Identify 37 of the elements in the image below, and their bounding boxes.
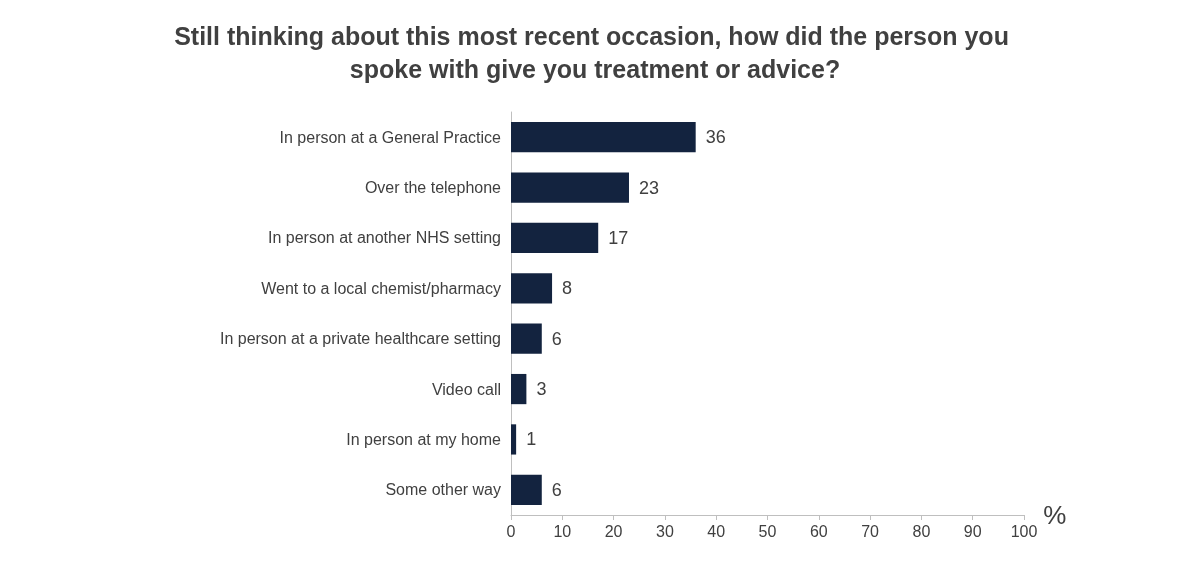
y-tick-label: In person at my home: [346, 430, 502, 448]
y-tick-label: Over the telephone: [364, 179, 502, 197]
data-label: 6: [551, 328, 562, 349]
data-label: 6: [551, 479, 562, 500]
bar: [511, 222, 599, 254]
y-tick-label: In person at another NHS setting: [267, 229, 501, 247]
data-label: 17: [608, 227, 629, 248]
y-tick-label: In person at a private healthcare setting: [219, 330, 501, 348]
bar: [511, 172, 629, 203]
chart-title: Still thinking about this most recent occasion, how did the person you spoke with give you treatment or advice?: [174, 21, 1016, 83]
bar: [511, 323, 542, 354]
x-tick-label: 30: [656, 522, 674, 540]
y-tick-label: Went to a local chemist/pharmacy: [261, 279, 501, 297]
x-tick-label: 80: [912, 522, 931, 540]
data-label: 1: [526, 429, 537, 450]
x-tick-label: 0: [506, 522, 516, 540]
x-tick-label: 40: [707, 522, 726, 540]
y-tick-label: In person at a General Practice: [279, 128, 502, 146]
data-label: 3: [536, 379, 547, 400]
bar: [511, 373, 527, 405]
x-tick-label: 60: [809, 522, 828, 540]
y-tick-label: Video call: [431, 380, 501, 398]
data-label: 8: [562, 278, 573, 299]
y-tick-label: Some other way: [385, 481, 501, 499]
x-axis-title: %: [1043, 500, 1067, 530]
x-tick-label: 10: [553, 522, 572, 540]
bar: [511, 424, 517, 455]
x-tick-label: 20: [604, 522, 623, 540]
data-label: 36: [705, 127, 726, 148]
bar: [511, 122, 696, 153]
bar: [511, 273, 553, 304]
x-tick-label: 100: [1010, 522, 1038, 540]
x-tick-label: 70: [861, 522, 880, 540]
data-label: 23: [638, 177, 660, 198]
bar: [511, 474, 542, 505]
x-tick-label: 90: [963, 522, 982, 540]
x-tick-label: 50: [758, 522, 777, 540]
